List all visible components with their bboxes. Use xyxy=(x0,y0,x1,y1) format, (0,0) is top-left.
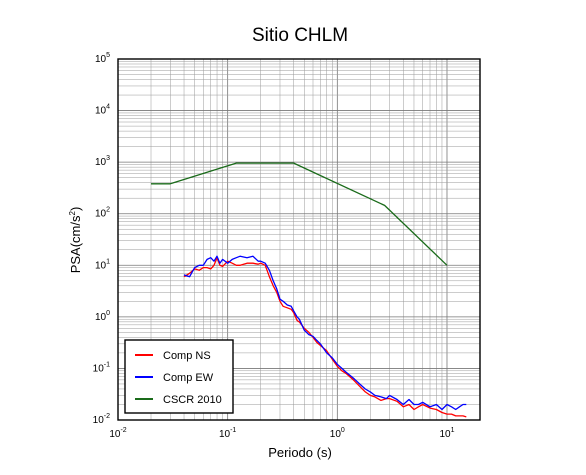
x-tick-label-base: 10 xyxy=(219,429,231,440)
x-tick-label-base: 10 xyxy=(330,429,342,440)
x-tick-labels: 10-2 10-1 100 101 xyxy=(109,427,454,440)
y-axis-label-main: PSA(cm/s xyxy=(68,215,83,273)
y-tick-label-exp: 0 xyxy=(106,310,110,317)
chart-title: Sitio CHLM xyxy=(252,25,348,46)
y-tick-label-base: 10 xyxy=(95,106,107,117)
y-axis-label-sup: 2 xyxy=(68,211,77,216)
y-axis-label-close: ) xyxy=(68,207,83,211)
legend-label: Comp NS xyxy=(163,350,211,362)
y-tick-label: 100 xyxy=(95,310,110,323)
y-tick-label-exp: 4 xyxy=(106,104,110,111)
y-tick-label-exp: 2 xyxy=(106,207,110,214)
x-tick-label-exp: -2 xyxy=(120,427,126,434)
y-tick-label-exp: -2 xyxy=(104,413,110,420)
x-tick-label: 100 xyxy=(330,427,345,440)
y-tick-label-base: 10 xyxy=(93,363,105,374)
x-tick-label: 101 xyxy=(439,427,454,440)
y-tick-label-exp: 3 xyxy=(106,155,110,162)
y-axis-label: PSA(cm/s2) xyxy=(68,207,83,274)
series-line-2 xyxy=(183,255,467,411)
series-layer xyxy=(151,162,467,418)
x-tick-label-base: 10 xyxy=(439,429,451,440)
x-tick-label-exp: -1 xyxy=(230,427,236,434)
y-tick-label-base: 10 xyxy=(95,209,107,220)
legend: Comp NS Comp EW CSCR 2010 xyxy=(124,339,234,414)
legend-label: CSCR 2010 xyxy=(163,394,222,406)
y-tick-label: 102 xyxy=(95,207,110,220)
y-tick-label-exp: 5 xyxy=(106,52,110,59)
y-tick-label-base: 10 xyxy=(95,54,107,65)
x-tick-label-exp: 0 xyxy=(341,427,345,434)
series-line-3 xyxy=(151,162,448,266)
y-tick-label-base: 10 xyxy=(95,260,107,271)
x-tick-label-base: 10 xyxy=(109,429,121,440)
x-tick-label-exp: 1 xyxy=(451,427,455,434)
series-line-1 xyxy=(183,257,467,418)
legend-label: Comp EW xyxy=(163,372,214,384)
y-tick-label-exp: 1 xyxy=(106,258,110,265)
y-tick-label-base: 10 xyxy=(95,312,107,323)
y-tick-label: 10-2 xyxy=(93,413,110,426)
x-axis-label: Periodo (s) xyxy=(268,445,332,460)
y-tick-label-base: 10 xyxy=(95,157,107,168)
y-tick-label: 105 xyxy=(95,52,110,65)
x-tick-label: 10-2 xyxy=(109,427,126,440)
y-tick-label-exp: -1 xyxy=(104,361,110,368)
y-tick-label: 103 xyxy=(95,155,110,168)
y-tick-label-base: 10 xyxy=(93,415,105,426)
plot-frame xyxy=(117,58,481,421)
grid xyxy=(117,58,481,421)
y-tick-label: 104 xyxy=(95,104,110,117)
y-tick-label: 10-1 xyxy=(93,361,110,374)
x-tick-label: 10-1 xyxy=(219,427,236,440)
y-tick-label: 101 xyxy=(95,258,110,271)
